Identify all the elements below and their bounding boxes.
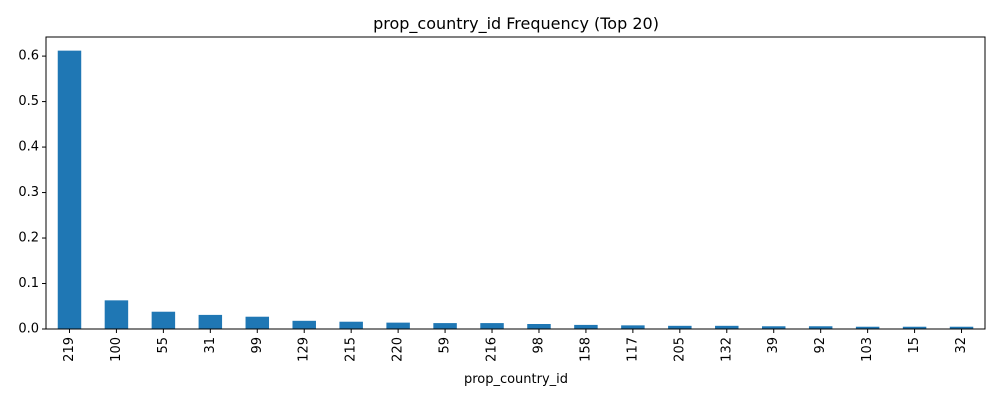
x-tick-label: 158 [578, 337, 593, 362]
x-tick-label: 219 [62, 337, 77, 362]
x-tick-label: 100 [109, 337, 124, 362]
y-tick-label: 0.1 [18, 276, 39, 291]
x-tick-label: 216 [485, 337, 500, 362]
chart-title: prop_country_id Frequency (Top 20) [373, 14, 659, 34]
y-tick-label: 0.3 [18, 185, 39, 200]
bar-92 [808, 326, 833, 329]
bar-59 [433, 323, 457, 329]
y-tick-label: 0.6 [18, 49, 39, 64]
bar-100 [104, 300, 129, 329]
bar-216 [480, 323, 504, 329]
bar-158 [574, 324, 598, 329]
x-tick-label: 31 [203, 337, 218, 354]
y-tick-label: 0.4 [18, 140, 39, 155]
x-tick-label: 15 [907, 337, 922, 354]
x-tick-label: 99 [250, 337, 265, 354]
x-tick-label: 220 [391, 337, 406, 362]
x-tick-label: 39 [766, 337, 781, 354]
x-axis: 219 100 55 31 99 129 215 220 59 216 98 158 117 205 132… [62, 329, 969, 362]
x-tick-label: 117 [625, 337, 640, 362]
bar-99 [245, 316, 270, 329]
bar-205 [668, 325, 692, 329]
x-tick-label: 32 [954, 337, 969, 354]
bars-layer [57, 50, 974, 329]
bar-215 [339, 321, 363, 329]
bar-132 [715, 325, 739, 329]
x-tick-label: 129 [297, 337, 312, 362]
x-tick-label: 103 [860, 337, 875, 362]
plot-frame [45, 36, 986, 330]
y-tick-label: 0.2 [18, 231, 39, 246]
x-tick-label: 55 [156, 337, 171, 354]
y-tick-label: 0.0 [18, 322, 39, 337]
x-tick-label: 205 [672, 337, 687, 362]
x-tick-label: 132 [719, 337, 734, 362]
x-tick-label: 92 [813, 337, 828, 354]
y-axis: 0.0 0.1 0.2 0.3 0.4 0.5 0.6 [18, 49, 46, 337]
x-tick-label: 215 [344, 337, 359, 362]
x-axis-label: prop_country_id [464, 372, 568, 387]
y-tick-label: 0.5 [18, 94, 39, 109]
bar-219 [57, 50, 82, 329]
bar-129 [292, 320, 316, 329]
bar-103 [855, 326, 880, 329]
bar-31 [198, 314, 223, 329]
bar-32 [949, 326, 974, 329]
x-tick-label: 98 [531, 337, 546, 354]
bar-39 [761, 326, 786, 329]
bar-220 [386, 322, 410, 329]
bar-55 [151, 311, 176, 329]
x-tick-label: 59 [438, 337, 453, 354]
bar-117 [621, 325, 645, 329]
bar-15 [902, 326, 927, 329]
bar-98 [527, 324, 551, 329]
